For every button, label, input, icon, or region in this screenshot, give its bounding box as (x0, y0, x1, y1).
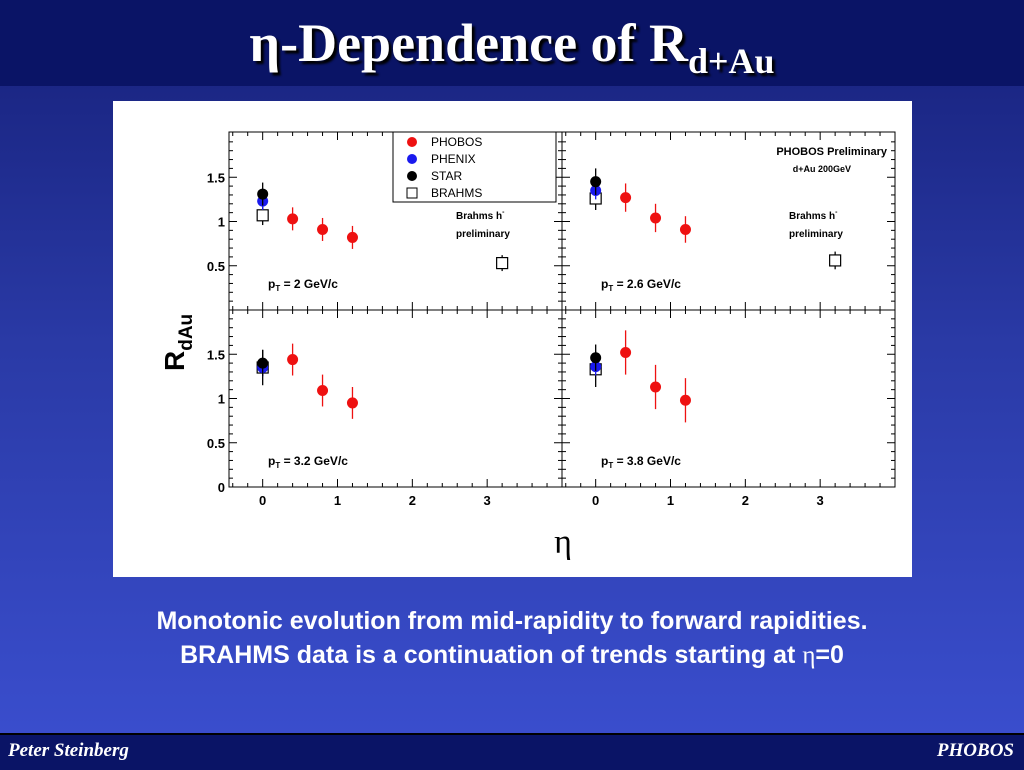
title-text: η-Dependence of R (249, 13, 689, 73)
y-tick-label: 0 (218, 480, 225, 495)
legend-marker-phenix (407, 154, 417, 164)
title-bar (0, 0, 1024, 86)
caption-line-2: BRAHMS data is a continuation of trends … (0, 638, 1024, 673)
data-point-phobos (287, 213, 299, 225)
data-point-star (257, 188, 269, 200)
data-point-brahms (829, 254, 842, 267)
pt-label-p: p (601, 277, 608, 291)
legend-marker-phobos (407, 137, 417, 147)
pt-label: pT = 2 GeV/c (268, 277, 338, 293)
y-tick-label: 0.5 (207, 436, 225, 451)
slide-title: η-Dependence of Rd+Au (0, 10, 1024, 94)
y-tick-label: 1 (218, 392, 225, 407)
legend-entry-phenix: PHENIX (431, 152, 476, 166)
brahms-note-sup: - (835, 209, 838, 216)
data-point-phobos (650, 212, 662, 224)
legend-entry-brahms: BRAHMS (431, 186, 482, 200)
phobos-energy-label: d+Au 200GeV (793, 164, 851, 174)
y-tick-label: 1.5 (207, 347, 225, 362)
footer-bar: Peter Steinberg PHOBOS (0, 733, 1024, 770)
x-tick-label: 2 (742, 493, 749, 508)
data-point-brahms (256, 209, 269, 222)
legend-marker-star (407, 171, 417, 181)
brahms-note-line1: Brahms h- (789, 209, 838, 222)
data-point-star (590, 352, 602, 364)
figure-panel: 0.5 1 1.5 0 0.5 1 1.5 0 1 2 3 0 1 2 3 RdAu η pT = 2 GeV/c… (113, 101, 912, 577)
pt-label-value: = 2.6 GeV/c (613, 277, 681, 291)
x-tick-label: 1 (667, 493, 674, 508)
data-point-phobos (679, 223, 691, 235)
footer-experiment: PHOBOS (936, 740, 1014, 761)
caption-line-1: Monotonic evolution from mid-rapidity to… (156, 607, 868, 635)
caption-eta-symbol: η (802, 642, 816, 669)
y-tick-label: 1 (218, 215, 225, 230)
pt-label-sub: T (275, 461, 280, 470)
footer-author: Peter Steinberg (8, 740, 129, 761)
x-tick-label: 3 (484, 493, 491, 508)
legend-marker-brahms (406, 187, 418, 199)
data-point-star (590, 176, 602, 188)
phobos-preliminary-label: PHOBOS Preliminary (776, 146, 888, 158)
x-tick-label: 2 (409, 493, 416, 508)
caption-line-2-text: BRAHMS data is a continuation of trends … (180, 641, 803, 669)
y-tick-label: 0.5 (207, 259, 225, 274)
brahms-note-text: Brahms h (456, 211, 502, 222)
data-point-phobos (317, 223, 329, 235)
data-point-phobos (620, 346, 632, 358)
legend-entry-star: STAR (431, 169, 462, 183)
data-point-phobos (620, 192, 632, 204)
x-tick-label: 1 (334, 493, 341, 508)
pt-label: pT = 3.2 GeV/c (268, 454, 348, 470)
data-point-phobos (317, 385, 329, 397)
title-subscript: d+Au (688, 41, 775, 81)
brahms-note-line2: preliminary (456, 229, 510, 240)
slide-caption: Monotonic evolution from mid-rapidity to… (0, 604, 1024, 673)
data-point-phobos (346, 397, 358, 409)
x-tick-label: 3 (817, 493, 824, 508)
pt-label-value: = 3.8 GeV/c (613, 454, 681, 468)
data-point-phobos (287, 354, 299, 366)
data-point-phobos (679, 394, 691, 406)
pt-label-sub: T (608, 461, 613, 470)
pt-label-value: = 3.2 GeV/c (280, 454, 348, 468)
caption-line-2-suffix: =0 (815, 641, 844, 669)
data-point-star (257, 357, 269, 369)
y-axis-label: RdAu (159, 314, 197, 371)
brahms-note-line2: preliminary (789, 229, 843, 240)
pt-label-p: p (268, 277, 275, 291)
x-tick-label: 0 (592, 493, 599, 508)
data-point-phobos (650, 381, 662, 393)
brahms-note-line1: Brahms h- (456, 209, 505, 222)
brahms-note-text: Brahms h (789, 211, 835, 222)
brahms-note-sup: - (502, 209, 505, 216)
y-tick-label: 1.5 (207, 170, 225, 185)
pt-label: pT = 3.8 GeV/c (601, 454, 681, 470)
x-axis-label: η (554, 524, 572, 561)
pt-label-p: p (601, 454, 608, 468)
y-axis-label-main: R (159, 351, 190, 371)
pt-label-p: p (268, 454, 275, 468)
x-tick-label: 0 (259, 493, 266, 508)
pt-label-value: = 2 GeV/c (280, 277, 338, 291)
pt-label: pT = 2.6 GeV/c (601, 277, 681, 293)
y-axis-label-sub: dAu (176, 314, 197, 351)
legend-box (392, 131, 557, 203)
data-point-brahms (496, 256, 509, 270)
pt-label-sub: T (608, 284, 613, 293)
legend-entry-phobos: PHOBOS (431, 135, 482, 149)
pt-label-sub: T (275, 284, 280, 293)
data-point-phobos (346, 231, 358, 243)
